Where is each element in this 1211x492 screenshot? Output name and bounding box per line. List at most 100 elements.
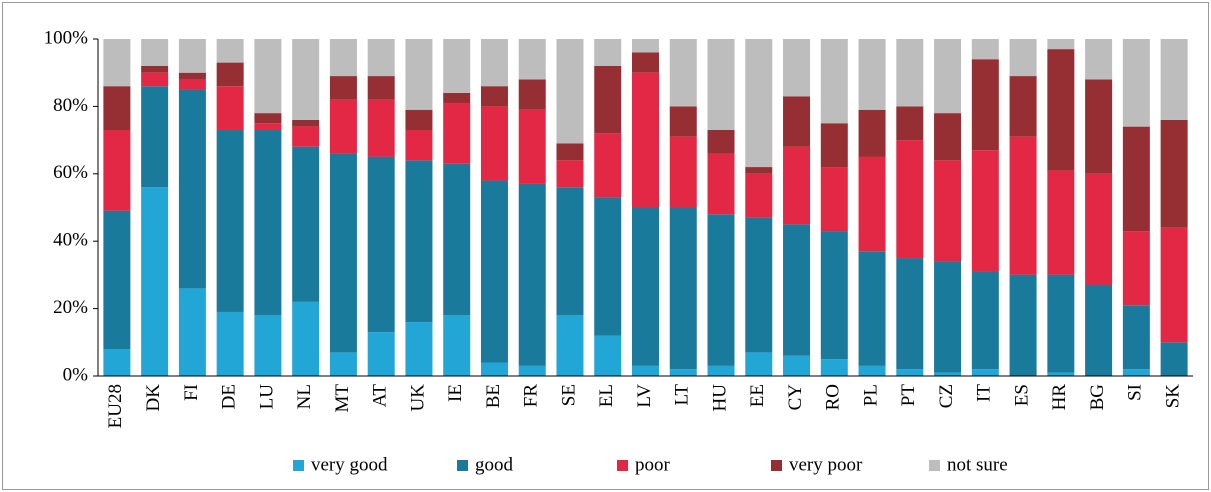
bar-segment [745, 173, 773, 218]
bar-segment [518, 109, 546, 184]
bar-segment [858, 251, 886, 366]
x-tick-label: SE [558, 384, 579, 406]
y-tick-label: 100% [44, 27, 89, 48]
bar-segment [745, 39, 773, 168]
bar-segment [1047, 49, 1075, 171]
bar-segment [745, 352, 773, 376]
x-tick-label: RO [823, 384, 844, 410]
x-tick-label: AT [370, 384, 391, 408]
y-tick-label: 40% [53, 230, 88, 251]
bar-segment [518, 39, 546, 80]
y-tick-label: 20% [53, 297, 88, 318]
x-tick-label: IE [445, 384, 466, 402]
bar-segment [1047, 274, 1075, 373]
bar-segment [518, 365, 546, 376]
bar-segment [443, 92, 471, 104]
x-tick-label: BE [483, 384, 504, 408]
bar-segment [329, 352, 357, 376]
bar-segment [405, 160, 433, 323]
bar-segment [367, 332, 395, 376]
x-tick-label: FI [181, 384, 202, 401]
bar-segment [292, 39, 320, 120]
bar-segment [1160, 342, 1188, 376]
bar-segment [896, 39, 924, 107]
bar-segment [556, 39, 584, 144]
bar-segment [820, 39, 848, 124]
bar-segment [405, 39, 433, 110]
bar-segment [216, 86, 244, 130]
bar-segment [178, 79, 206, 90]
x-tick-label: BG [1087, 384, 1108, 411]
bar-segment [292, 126, 320, 147]
bar-segment [518, 183, 546, 366]
bar-segment [783, 39, 811, 97]
bar-segment [669, 39, 697, 107]
bar-segment [971, 271, 999, 370]
bar-segment [1047, 170, 1075, 275]
bar-segment [556, 187, 584, 316]
bar-segment [745, 217, 773, 353]
bar-segment [329, 39, 357, 77]
bar-segment [669, 369, 697, 376]
bar-segment [329, 99, 357, 154]
bar-segment [971, 39, 999, 60]
bar-segment [971, 369, 999, 376]
bar-segment [896, 258, 924, 370]
bar-segment [632, 72, 659, 208]
bar-segment [480, 180, 508, 363]
x-tick-label: SI [1125, 384, 1146, 401]
bar-segment [669, 106, 697, 137]
bar-segment [934, 113, 962, 161]
x-tick-label: LU [256, 384, 277, 410]
bar-segment [1122, 369, 1150, 376]
x-tick-label: IT [974, 384, 995, 402]
bar-segment [1085, 79, 1113, 174]
bar-segment [443, 315, 471, 376]
bar-segment [292, 119, 320, 127]
bar-segment [480, 86, 508, 107]
legend-swatch [771, 460, 782, 471]
bar-segment [367, 99, 395, 157]
bar-segment [141, 86, 169, 188]
x-tick-label: DK [143, 384, 164, 412]
bar-segment [141, 39, 169, 66]
bar-segment [405, 129, 433, 161]
bar-segment [216, 129, 244, 312]
legend-label: not sure [947, 454, 1008, 475]
y-tick-label: 0% [63, 364, 89, 385]
bar-segment [934, 160, 962, 262]
bar-segment [1122, 126, 1150, 232]
bar-segment [1047, 39, 1075, 50]
bar-segment [707, 365, 735, 376]
bar-segment [971, 150, 999, 272]
bar-segment [329, 153, 357, 353]
y-tick-label: 60% [53, 162, 88, 183]
bar-segment [934, 261, 962, 373]
bar-segment [1009, 136, 1037, 275]
bar-segment [820, 123, 848, 168]
bar-segment [141, 187, 169, 376]
bar-segment [896, 106, 924, 141]
bar-segment [594, 197, 622, 336]
legend-swatch [293, 460, 304, 471]
bar-segment [745, 167, 773, 174]
bar-segment [971, 59, 999, 151]
bar-segment [443, 163, 471, 316]
bar-segment [594, 65, 622, 134]
x-tick-label: HU [709, 384, 730, 412]
bar-segment [178, 72, 206, 80]
bar-segment [216, 62, 244, 87]
bar-segment [1160, 227, 1188, 343]
bar-segment [1122, 231, 1150, 306]
bar-segment [103, 39, 131, 87]
x-tick-label: DE [219, 384, 240, 409]
bar-segment [783, 96, 811, 147]
bar-segment [1122, 305, 1150, 370]
bar-segment [632, 52, 659, 73]
bar-segment [367, 156, 395, 333]
bar-segment [1085, 39, 1113, 80]
bar-segment [178, 39, 206, 73]
bar-segment [556, 160, 584, 188]
x-tick-label: PT [898, 384, 919, 407]
